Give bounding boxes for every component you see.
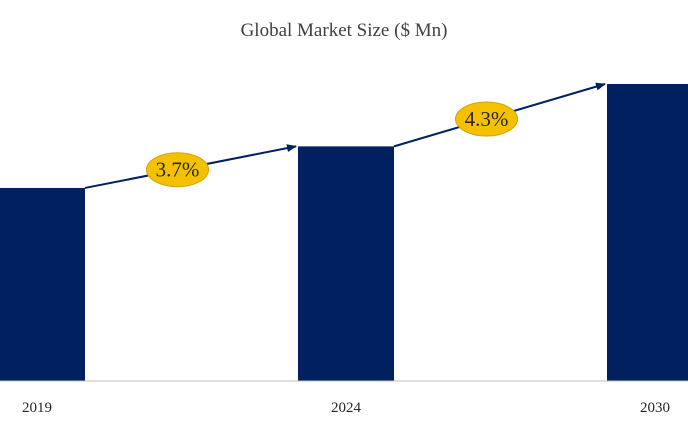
x-tick-label-2019: 2019 [22, 400, 52, 416]
bar-2024 [298, 146, 394, 381]
cagr-label-2: 4.3% [465, 107, 509, 131]
bars-group [0, 84, 688, 381]
x-tick-labels: 2019 2024 2030 [22, 400, 670, 416]
chart-title: Global Market Size ($ Mn) [241, 20, 448, 41]
x-tick-label-2030: 2030 [640, 400, 670, 416]
x-tick-label-2024: 2024 [331, 400, 362, 416]
bar-2030 [607, 84, 688, 381]
cagr-annotations: 3.7% 4.3% [84, 82, 606, 189]
cagr-label-1: 3.7% [156, 158, 200, 182]
bar-2019 [0, 187, 85, 381]
cagr-badge-2 [455, 101, 518, 137]
cagr-badge-1 [146, 152, 209, 188]
